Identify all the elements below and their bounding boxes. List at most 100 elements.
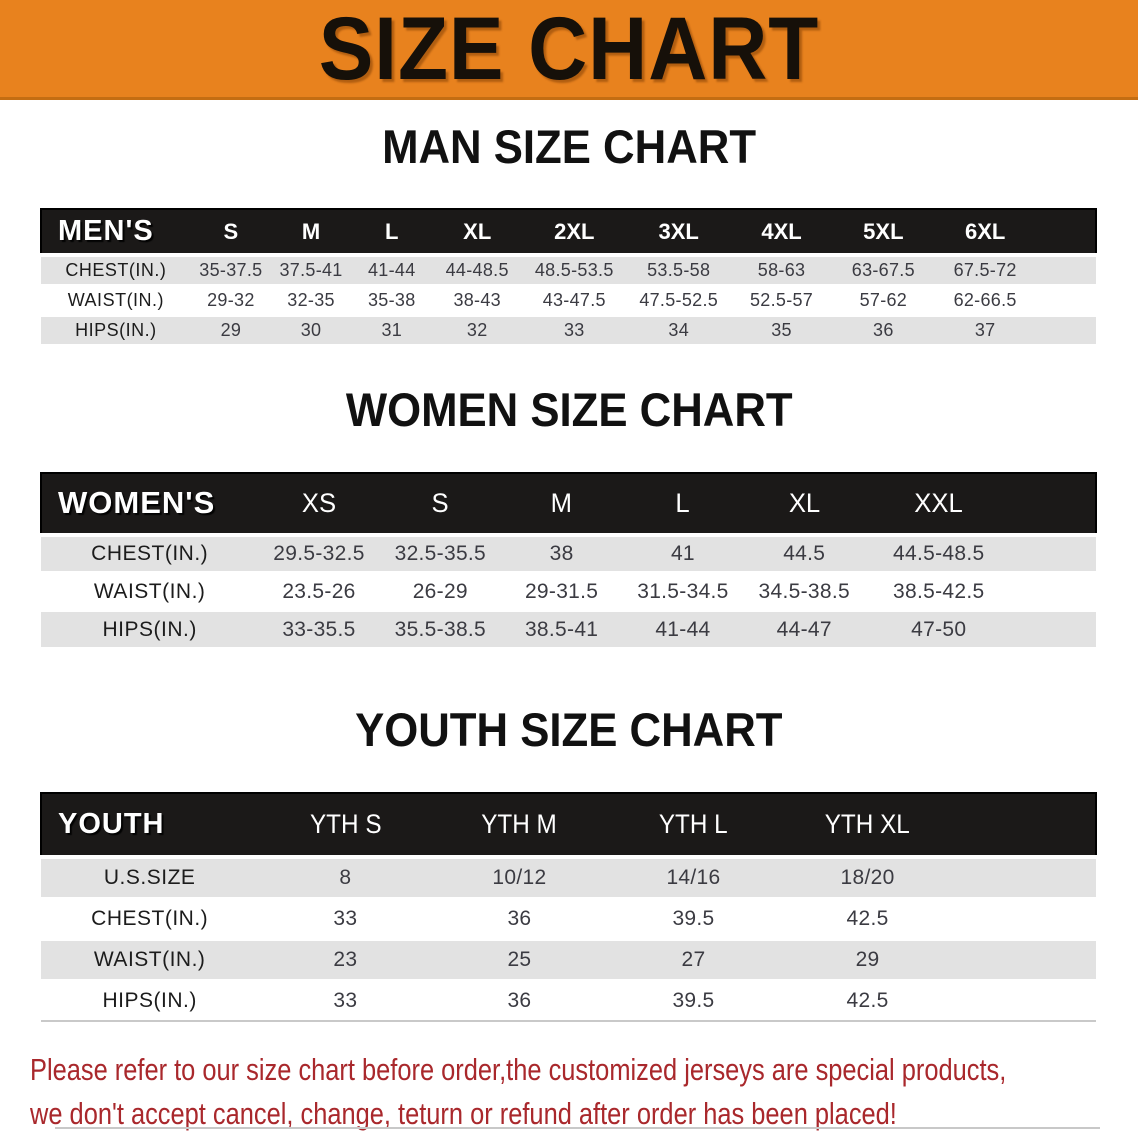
youth-size-table: YOUTH YTH S YTH M YTH L YTH XL U.S.SIZE 8 10/12… <box>40 792 1097 1022</box>
men-section-heading: MAN SIZE CHART <box>0 122 1138 188</box>
size-column-header: 5XL <box>863 218 904 244</box>
disclaimer-line-2: we don't accept cancel, change, teturn o… <box>30 1096 897 1131</box>
size-value: 58-63 <box>757 259 806 280</box>
measurement-row: WAIST(IN.) 29-32 32-35 35-38 38-43 43-47.5 47.… <box>41 285 1096 315</box>
size-column-header: S <box>223 218 239 244</box>
women-size-table: WOMEN'S XS S M L XL XXL CHEST(IN.) 29.5-32.5 32.5… <box>40 472 1097 651</box>
size-value: 27 <box>681 947 706 971</box>
size-value: 29 <box>855 947 880 971</box>
women-section-heading: WOMEN SIZE CHART <box>0 384 1138 451</box>
header-filler <box>1036 209 1096 255</box>
size-column-header: 6XL <box>964 218 1006 244</box>
size-value: 53.5-58 <box>647 259 711 280</box>
size-value: 32.5-35.5 <box>394 541 487 565</box>
table-header-row: WOMEN'S XS S M L XL XXL <box>41 472 1096 535</box>
row-filler <box>955 898 1096 939</box>
row-filler <box>1036 255 1096 285</box>
size-value: 14/16 <box>666 865 721 889</box>
measurement-row: HIPS(IN.) 29 30 31 32 33 34 35 36 37 <box>41 315 1096 345</box>
size-value: 23 <box>333 947 358 971</box>
size-column-header: L <box>675 487 691 518</box>
size-value: 47-50 <box>911 617 967 641</box>
size-column-header: M <box>301 218 321 244</box>
row-filler <box>955 939 1096 980</box>
size-column-header: 4XL <box>761 218 802 244</box>
size-value: 44.5 <box>783 541 826 565</box>
table-header-row: YOUTH YTH S YTH M YTH L YTH XL <box>41 793 1096 857</box>
size-value: 33-35.5 <box>282 617 356 641</box>
size-column-header: S <box>431 487 449 518</box>
size-value: 31.5-34.5 <box>637 579 729 603</box>
size-value: 26-29 <box>412 579 468 603</box>
size-value: 67.5-72 <box>953 259 1017 280</box>
size-column-header: XL <box>788 487 820 518</box>
size-value: 38 <box>549 541 574 565</box>
row-label: WAIST(IN.) <box>93 579 206 603</box>
men-size-table: MEN'S S M L XL 2XL 3XL 4XL 5XL 6XL CHEST(IN.) 35-37… <box>40 208 1097 347</box>
size-value: 47.5-52.5 <box>639 289 719 310</box>
disclaimer-line-1: Please refer to our size chart before or… <box>30 1052 1007 1087</box>
size-value: 43-47.5 <box>542 289 606 310</box>
size-column-header: YTH XL <box>825 809 911 839</box>
size-value: 34.5-38.5 <box>758 579 850 603</box>
size-value: 39.5 <box>672 906 715 930</box>
header-filler <box>1013 473 1096 535</box>
size-value: 41 <box>670 541 695 565</box>
size-value: 36 <box>507 988 532 1012</box>
size-value: 44.5-48.5 <box>893 541 985 565</box>
size-value: 35.5-38.5 <box>394 617 487 641</box>
size-value: 32-35 <box>287 289 335 310</box>
size-value: 32 <box>466 319 488 340</box>
size-value: 34 <box>668 319 690 340</box>
size-value: 31 <box>381 319 403 340</box>
size-value: 36 <box>507 906 532 930</box>
row-label: HIPS(IN.) <box>75 319 157 340</box>
row-label: HIPS(IN.) <box>102 988 197 1012</box>
size-value: 30 <box>300 319 322 340</box>
size-column-header: XS <box>301 487 337 518</box>
size-value: 38.5-41 <box>524 617 599 641</box>
size-value: 25 <box>507 947 532 971</box>
size-value: 33 <box>333 988 358 1012</box>
size-value: 8 <box>339 865 352 889</box>
size-value: 39.5 <box>672 988 715 1012</box>
row-filler <box>1013 611 1096 649</box>
row-label: CHEST(IN.) <box>91 541 209 565</box>
measurement-row: WAIST(IN.) 23 25 27 29 <box>41 939 1096 980</box>
size-value: 42.5 <box>846 906 889 930</box>
size-value: 62-66.5 <box>953 289 1017 310</box>
size-value: 44-48.5 <box>445 259 509 280</box>
size-value: 44-47 <box>776 617 832 641</box>
measurement-row: CHEST(IN.) 35-37.5 37.5-41 41-44 44-48.5 48.5… <box>41 255 1096 285</box>
size-chart-banner: SIZE CHART <box>0 0 1138 100</box>
row-label: CHEST(IN.) <box>65 259 167 280</box>
size-column-header: YTH S <box>309 809 382 839</box>
measurement-row: CHEST(IN.) 33 36 39.5 42.5 <box>41 898 1096 939</box>
table-header-label: MEN'S <box>58 215 154 247</box>
table-header-label: WOMEN'S <box>58 485 216 520</box>
size-value: 33 <box>333 906 358 930</box>
size-value: 23.5-26 <box>282 579 356 603</box>
size-column-header: M <box>550 487 573 518</box>
size-value: 33 <box>563 319 585 340</box>
size-value: 41-44 <box>655 617 711 641</box>
size-value: 29.5-32.5 <box>273 541 365 565</box>
banner-title: SIZE CHART <box>318 0 820 98</box>
row-label: U.S.SIZE <box>103 865 196 889</box>
youth-section-heading-text: YOUTH SIZE CHART <box>355 703 783 756</box>
row-filler <box>955 980 1096 1021</box>
row-label: HIPS(IN.) <box>102 617 197 641</box>
size-value: 38.5-42.5 <box>893 579 985 603</box>
measurement-row: WAIST(IN.) 23.5-26 26-29 29-31.5 31.5-34.5 34… <box>41 572 1096 611</box>
size-column-header: L <box>385 218 399 244</box>
size-column-header: 2XL <box>554 218 595 244</box>
table-header-label: YOUTH <box>58 808 165 840</box>
header-filler <box>955 793 1096 857</box>
youth-section-heading: YOUTH SIZE CHART <box>0 705 1138 771</box>
row-label: WAIST(IN.) <box>93 947 206 971</box>
size-value: 35-38 <box>367 289 416 310</box>
row-filler <box>1013 573 1096 611</box>
size-value: 36 <box>873 319 894 340</box>
disclaimer-text: Please refer to our size chart before or… <box>30 1048 1138 1136</box>
size-value: 29-32 <box>207 289 255 310</box>
